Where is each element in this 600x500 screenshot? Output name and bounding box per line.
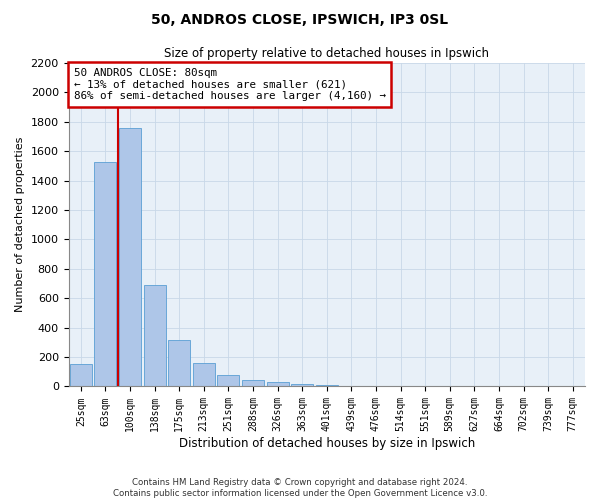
Bar — [94, 162, 116, 386]
Bar — [193, 363, 215, 386]
Bar — [291, 384, 313, 386]
Y-axis label: Number of detached properties: Number of detached properties — [15, 137, 25, 312]
Bar — [266, 382, 289, 386]
Bar — [168, 340, 190, 386]
Bar — [119, 128, 141, 386]
Title: Size of property relative to detached houses in Ipswich: Size of property relative to detached ho… — [164, 48, 489, 60]
Text: Contains HM Land Registry data © Crown copyright and database right 2024.
Contai: Contains HM Land Registry data © Crown c… — [113, 478, 487, 498]
Bar — [242, 380, 264, 386]
X-axis label: Distribution of detached houses by size in Ipswich: Distribution of detached houses by size … — [179, 437, 475, 450]
Text: 50 ANDROS CLOSE: 80sqm
← 13% of detached houses are smaller (621)
86% of semi-de: 50 ANDROS CLOSE: 80sqm ← 13% of detached… — [74, 68, 386, 101]
Bar — [70, 364, 92, 386]
Bar — [217, 374, 239, 386]
Bar — [143, 285, 166, 386]
Text: 50, ANDROS CLOSE, IPSWICH, IP3 0SL: 50, ANDROS CLOSE, IPSWICH, IP3 0SL — [151, 12, 449, 26]
